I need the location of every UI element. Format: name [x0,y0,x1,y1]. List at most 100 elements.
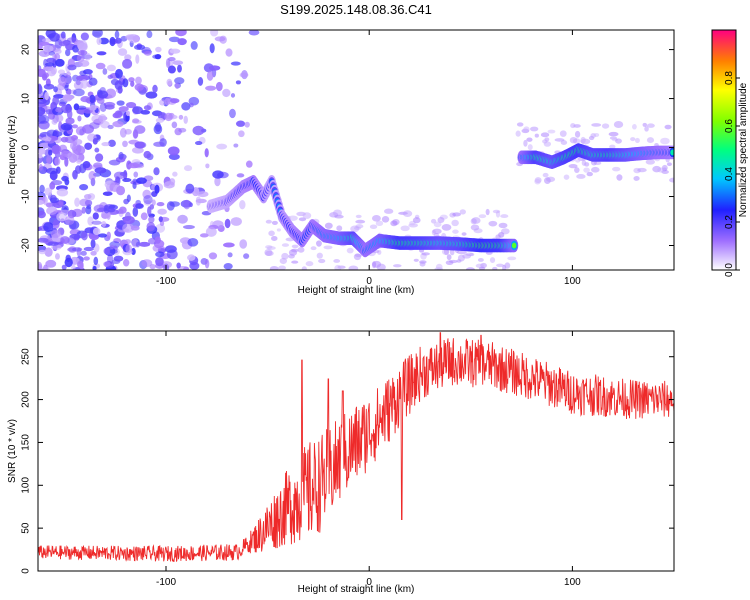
spectrogram-cell [128,77,135,83]
spectrogram-cell [49,197,60,204]
spectrogram-cell [515,130,521,137]
y-tick-label: 150 [21,434,32,451]
spectrogram-cell [244,121,250,128]
spectrogram-cell [187,237,199,247]
spectrogram-cell [291,244,299,249]
spectrogram-cell [166,78,173,86]
spectrogram-cell [496,263,504,268]
spectrogram-cell [145,91,158,99]
spectrogram-cell [194,140,203,146]
y-tick-label: 0 [21,568,32,574]
spectrogram-cell [78,60,90,67]
spectrogram-cell [291,248,299,253]
spectrogram-cell [38,210,46,219]
spectrogram-cell [54,253,60,260]
spectrogram-cell [446,254,452,261]
spectrogram-cell [157,208,167,215]
spectrogram-cell [384,208,394,214]
spectrogram-cell [117,85,123,94]
spectrogram-cell [44,187,53,196]
spectrogram-cell [122,78,129,88]
spectrogram-cell [83,246,94,252]
spectrogram-cell [613,120,624,128]
y-tick-label: -20 [21,238,32,253]
spectrogram-cell [210,30,219,37]
spectrogram-cell [112,112,120,119]
spectrogram-cell [278,265,286,270]
snr-y-label: SNR (10 * v/v) [7,419,18,483]
spectrogram-cell [87,216,94,226]
spectrogram-cell [90,239,96,249]
spectrogram-cell [125,35,136,41]
spectrogram-cell [92,265,97,270]
spectrogram-cell [216,143,228,150]
spectrogram-cell [153,141,165,147]
spectrogram-cell [42,266,50,270]
spectrogram-cell [53,86,58,93]
spectrogram-cell [42,44,54,53]
spectrogram-cell [146,30,153,39]
spectrogram-cell [122,178,132,183]
spectrogram-cell [644,126,649,132]
spectrogram-cell [229,108,236,119]
spectrogram-cell [75,80,81,86]
spectrogram-cell [205,85,217,91]
spectrogram-cell [143,105,152,111]
spectrogram-cell [110,244,115,250]
spectrogram-cell [165,58,171,69]
spectrogram-cell [155,117,165,123]
spectrogram-cell [113,255,124,262]
spectrogram-cell [143,195,153,205]
spectrogram-cell [77,50,88,56]
spectrogram-cell [76,40,88,50]
spectrogram-cell [51,118,58,125]
spectrogram-cell [225,48,233,57]
spectrogram-cell [168,36,180,43]
spectrogram-cell [534,133,539,138]
spectrogram-cell [183,266,190,270]
spectrogram-cell [55,58,65,67]
spectrogram-cell [51,144,62,155]
spectrogram-cell [500,214,509,219]
spectrogram-cell [559,130,567,137]
spectrogram-cell [71,247,83,252]
spectrogram-cell [371,215,381,222]
spectrogram-cell [412,217,421,224]
spectrogram-cell [134,141,146,149]
spectrogram-cell [167,65,176,74]
spectrogram-cell [44,91,49,101]
spectrogram-cell [67,64,77,71]
spectrogram-cell [591,166,600,173]
spectrogram-cell [38,83,42,92]
spectrogram-cell [204,258,210,269]
spectrogram-cell [187,254,196,261]
spectrogram-cell [106,231,111,240]
spectrogram-cell [60,236,70,244]
spectrogram-cell [346,247,354,254]
spectrogram-cell [609,144,616,149]
spectrogram-cell [634,137,640,144]
spectrogram-cell [212,170,224,179]
spectrogram-cell [80,32,89,41]
spectrogram-cell [507,256,517,261]
spectrogram-cell [214,36,226,42]
spectrogram-cell [48,149,53,156]
spectrogram-cell [65,71,71,77]
spectrogram-cell [130,80,135,87]
spectrogram-cell [616,174,623,181]
spectrogram-cell [52,96,60,106]
x-tick-label: 100 [564,276,581,287]
figure-title: S199.2025.148.08.36.C41 [280,2,432,17]
spectrogram-cell [452,212,461,217]
spectrogram-cell [239,72,249,78]
spectrogram-cell [38,237,49,243]
spectrogram-cell [279,257,288,265]
spectrogram-cell [43,83,55,90]
spectrogram-cell [465,267,476,270]
spectrogram-cell [132,129,139,139]
spectrogram-cell [205,226,217,237]
spectrogram-cell [615,138,622,144]
spectrogram-cell [316,240,322,247]
spectrogram-cell [495,234,501,240]
